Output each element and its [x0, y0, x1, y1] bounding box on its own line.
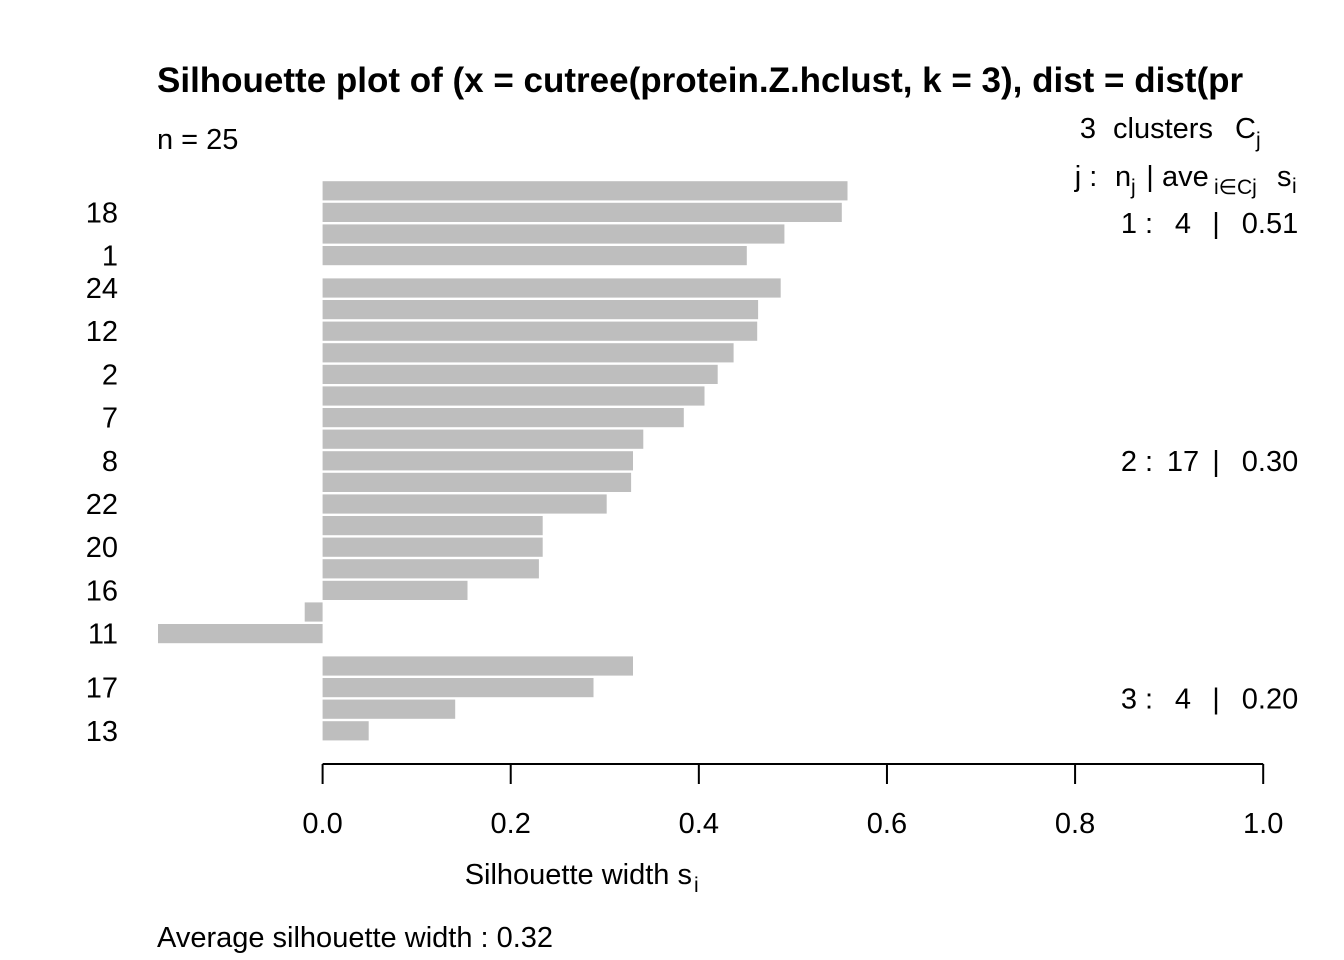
- silhouette-bar: [322, 699, 456, 719]
- observation-label: 16: [86, 575, 118, 607]
- silhouette-bar: [322, 408, 684, 428]
- silhouette-bar: [322, 364, 718, 384]
- cluster-stats: 1 : 4 | 0.51 2 : 17 | 0.30 3 : 4 | 0.20: [1121, 208, 1298, 715]
- cluster-stat-row: 1 : 4 | 0.51: [1121, 208, 1298, 240]
- x-tick-label: 0.2: [491, 808, 531, 840]
- silhouette-bar: [322, 516, 543, 536]
- cluster-id: 1 :: [1121, 208, 1153, 240]
- observation-label: 20: [86, 532, 118, 564]
- silhouette-bar: [322, 678, 594, 698]
- observation-label: 1: [102, 241, 118, 273]
- observation-label: 8: [102, 446, 118, 478]
- observation-label: 17: [86, 673, 118, 705]
- chart-subtitle: n = 25: [157, 124, 238, 156]
- silhouette-bar: [322, 224, 785, 244]
- silhouette-bar: [322, 181, 848, 201]
- x-tick-label: 1.0: [1243, 808, 1283, 840]
- silhouette-bar: [322, 386, 705, 406]
- legend-col-s: s: [1277, 161, 1292, 193]
- cluster-average-width: 0.30: [1242, 446, 1298, 478]
- cluster-size: 4: [1175, 683, 1191, 715]
- legend-header-symbol: C: [1235, 113, 1256, 145]
- bars: [158, 181, 848, 741]
- legend-col-n: n: [1115, 161, 1131, 193]
- silhouette-bar: [322, 246, 747, 266]
- x-axis-label: Silhouette width s: [465, 859, 692, 891]
- cluster-separator: |: [1212, 683, 1220, 715]
- observation-label: 22: [86, 489, 118, 521]
- observation-label: 18: [86, 197, 118, 229]
- observation-label: 12: [86, 316, 118, 348]
- average-silhouette-width: Average silhouette width : 0.32: [157, 922, 553, 954]
- silhouette-bar: [322, 429, 644, 449]
- cluster-separator: |: [1212, 446, 1220, 478]
- legend-header-clusters: clusters: [1113, 113, 1213, 145]
- observation-label: 13: [86, 716, 118, 748]
- observation-label: 24: [86, 273, 118, 305]
- silhouette-bar: [322, 278, 781, 298]
- silhouette-bar: [322, 472, 632, 492]
- legend-col-sep: |: [1146, 161, 1154, 193]
- silhouette-bar: [322, 343, 734, 363]
- silhouette-bar: [322, 300, 759, 320]
- silhouette-bar: [322, 202, 842, 222]
- cluster-stat-row: 2 : 17 | 0.30: [1121, 446, 1298, 478]
- legend-header-symbol-sub: j: [1255, 129, 1261, 152]
- x-tick-label: 0.6: [867, 808, 907, 840]
- cluster-id: 2 :: [1121, 446, 1153, 478]
- silhouette-bar: [322, 451, 633, 471]
- x-tick-label: 0.4: [679, 808, 719, 840]
- cluster-size: 4: [1175, 208, 1191, 240]
- legend-header-count: 3: [1080, 113, 1096, 145]
- silhouette-bar: [158, 624, 323, 644]
- x-tick-label: 0.8: [1055, 808, 1095, 840]
- silhouette-bar: [322, 721, 369, 741]
- chart-title: Silhouette plot of (x = cutree(protein.Z…: [157, 61, 1243, 100]
- silhouette-bar: [304, 602, 323, 622]
- observation-label: 11: [88, 619, 118, 651]
- silhouette-bar: [322, 580, 468, 600]
- silhouette-bar: [322, 537, 543, 557]
- silhouette-bar: [322, 656, 633, 676]
- cluster-average-width: 0.20: [1242, 683, 1298, 715]
- observation-label: 7: [102, 403, 118, 435]
- legend-col-n-sub: j: [1130, 176, 1136, 199]
- x-tick-label: 0.0: [302, 808, 342, 840]
- row-labels: 18 124 12 2 7 8 22 20 16 11 17 13: [86, 197, 118, 747]
- legend-col-s-sub: i: [1292, 175, 1297, 198]
- silhouette-bar: [322, 559, 539, 579]
- cluster-id: 3 :: [1121, 683, 1153, 715]
- cluster-separator: |: [1212, 208, 1220, 240]
- silhouette-bar: [322, 321, 758, 341]
- legend-col-ave-sub: i∈Cj: [1214, 176, 1257, 199]
- observation-label: 2: [102, 359, 118, 391]
- legend-col-j: j :: [1074, 161, 1098, 193]
- legend-col-ave: ave: [1162, 161, 1209, 193]
- cluster-stat-row: 3 : 4 | 0.20: [1121, 683, 1298, 715]
- silhouette-bar: [322, 494, 607, 514]
- cluster-average-width: 0.51: [1242, 208, 1298, 240]
- cluster-size: 17: [1167, 446, 1199, 478]
- x-axis: 0.0 0.2 0.4 0.6 0.8 1.0: [302, 763, 1283, 840]
- x-axis-label-sub: i: [694, 874, 699, 897]
